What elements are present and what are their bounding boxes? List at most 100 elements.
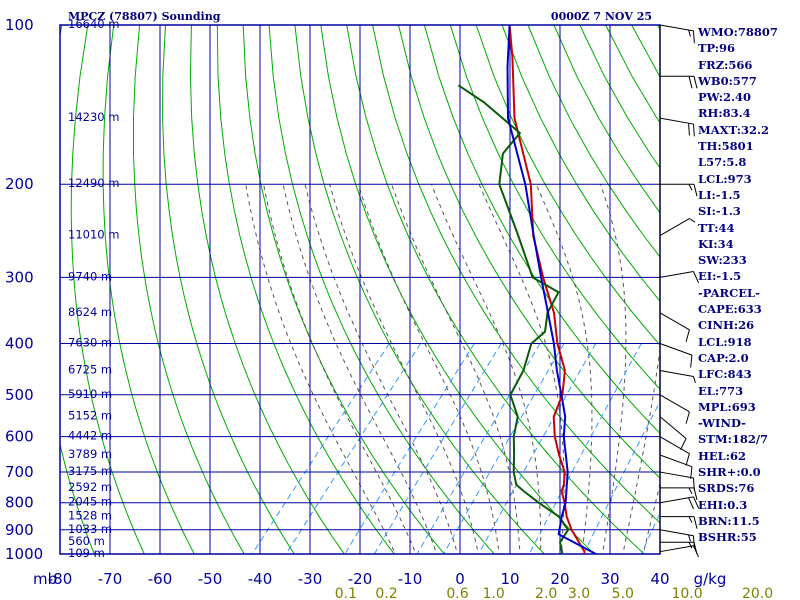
wind-barb-flag bbox=[692, 124, 695, 137]
wind-barb-staff bbox=[659, 416, 687, 439]
dry-adiabat-line bbox=[242, 25, 445, 554]
y-axis-unit-label: mb bbox=[33, 570, 57, 588]
index-line: LI:-1.5 bbox=[698, 187, 741, 202]
pressure-tick-label: 200 bbox=[5, 175, 34, 193]
mixing-ratio-line bbox=[373, 343, 502, 554]
mixing-ratio-label: 0.1 bbox=[335, 586, 357, 600]
index-line: TT:44 bbox=[698, 220, 735, 235]
wind-barb-flag bbox=[688, 541, 693, 549]
wind-barb-flag bbox=[680, 438, 687, 450]
wind-barb-flag bbox=[693, 376, 696, 384]
moist-adiabat-line bbox=[622, 345, 660, 554]
index-line: TP:96 bbox=[698, 41, 736, 56]
height-label: 7630 m bbox=[68, 335, 112, 349]
pressure-tick-label: 800 bbox=[5, 494, 34, 512]
index-line: WMO:78807 bbox=[698, 25, 778, 39]
height-label: 6725 m bbox=[68, 363, 112, 377]
temperature-tick-label: -80 bbox=[48, 570, 73, 588]
moist-adiabat-line bbox=[329, 184, 479, 554]
moist-adiabat-line bbox=[642, 481, 660, 554]
pressure-tick-label: 900 bbox=[5, 521, 34, 539]
wind-barb-staff bbox=[659, 471, 694, 479]
mixing-ratio-label: 5.0 bbox=[612, 586, 634, 600]
temperature-tick-label: -10 bbox=[398, 570, 423, 588]
index-line: MAXT:32.2 bbox=[698, 122, 769, 137]
dry-adiabat-line bbox=[475, 25, 660, 346]
wind-barb-flag bbox=[690, 466, 693, 480]
wind-barb-staff bbox=[659, 24, 694, 32]
wind-barb-flag bbox=[693, 496, 699, 509]
index-line: RH:83.4 bbox=[698, 106, 751, 121]
mixing-ratio-label: 1.0 bbox=[482, 586, 504, 600]
moist-adiabat-line bbox=[391, 184, 521, 554]
temperature-tick-label: -50 bbox=[198, 570, 223, 588]
mixing-ratio-line bbox=[285, 343, 422, 554]
dry-adiabat-line bbox=[372, 25, 660, 524]
pressure-tick-label: 300 bbox=[5, 268, 34, 286]
index-line: L57:5.8 bbox=[698, 155, 747, 170]
temperature-tick-label: -30 bbox=[298, 570, 323, 588]
wind-barb-staff bbox=[659, 545, 694, 553]
index-line: BRN:11.5 bbox=[698, 513, 760, 528]
wind-barb-flag bbox=[690, 355, 693, 368]
index-line: LCL:973 bbox=[698, 171, 752, 186]
wind-barb-staff bbox=[659, 343, 693, 356]
temperature-tick-label: g/kg bbox=[694, 570, 727, 588]
index-line: LFC:843 bbox=[698, 367, 752, 382]
wind-barb-flag bbox=[692, 30, 695, 44]
index-line: SHR+:0.0 bbox=[698, 465, 761, 480]
index-line: CINH:26 bbox=[698, 318, 755, 333]
index-line: CAPE:633 bbox=[698, 302, 762, 317]
dry-adiabat-line bbox=[423, 25, 660, 435]
height-label: 11010 m bbox=[68, 228, 119, 242]
mixing-ratio-label: 3.0 bbox=[568, 586, 590, 600]
height-label: 1033 m bbox=[68, 522, 112, 536]
dewpoint-line bbox=[457, 84, 570, 554]
wind-barb-flag bbox=[688, 29, 691, 37]
index-line: -PARCEL- bbox=[698, 285, 760, 300]
wind-barb-flag bbox=[685, 411, 690, 424]
mixing-ratio-label: 0.2 bbox=[375, 586, 397, 600]
height-label: 4442 m bbox=[68, 429, 112, 443]
wind-barb-flag bbox=[688, 516, 693, 523]
parcel-line bbox=[506, 25, 599, 554]
wind-barb-staff bbox=[659, 218, 690, 236]
sounding-profiles bbox=[457, 25, 599, 554]
dry-adiabat-line bbox=[527, 25, 660, 258]
wind-barb-flag bbox=[685, 453, 690, 466]
wind-barb-staff bbox=[659, 496, 694, 504]
index-line: EL:773 bbox=[698, 383, 744, 398]
pressure-tick-label: 700 bbox=[5, 463, 34, 481]
index-line: BSHR:55 bbox=[698, 530, 757, 545]
height-label: 16640 m bbox=[68, 17, 119, 31]
index-line: SW:233 bbox=[698, 253, 747, 268]
wind-barb-staff bbox=[659, 117, 694, 125]
mixing-ratio-line bbox=[478, 343, 597, 554]
index-line: WB0:577 bbox=[698, 73, 757, 88]
mixing-ratio-label: 2.0 bbox=[535, 586, 557, 600]
pressure-tick-label: 100 bbox=[5, 16, 34, 34]
height-label: 109 m bbox=[68, 546, 105, 560]
temperature-tick-label: 0 bbox=[455, 570, 465, 588]
wind-barb-flag bbox=[688, 123, 690, 136]
wind-barb-flag bbox=[693, 271, 699, 283]
wind-barb-flag bbox=[688, 487, 693, 495]
wind-barb-flag bbox=[693, 184, 698, 197]
height-label: 1528 m bbox=[68, 509, 112, 523]
indices-panel: WMO:78807 TP:96 FRZ:566 WB0:577 PW:2.40 RH:83… bbox=[698, 24, 798, 546]
mixing-ratio-label: 0.6 bbox=[446, 586, 468, 600]
index-line: EHI:0.3 bbox=[698, 497, 748, 512]
temperature-tick-label: 30 bbox=[600, 570, 619, 588]
moist-adiabat-line bbox=[357, 184, 500, 554]
wind-barb-flag bbox=[693, 76, 698, 89]
moist-adiabat-line bbox=[535, 184, 593, 554]
moist-adiabat-line bbox=[478, 184, 565, 554]
dry-adiabat-line bbox=[189, 25, 345, 554]
wind-barb-flag bbox=[689, 218, 696, 223]
height-label: 8624 m bbox=[68, 305, 112, 319]
dry-adiabat-line bbox=[70, 25, 145, 554]
index-line: HEL:62 bbox=[698, 448, 746, 463]
wind-barb-flag bbox=[688, 534, 691, 542]
